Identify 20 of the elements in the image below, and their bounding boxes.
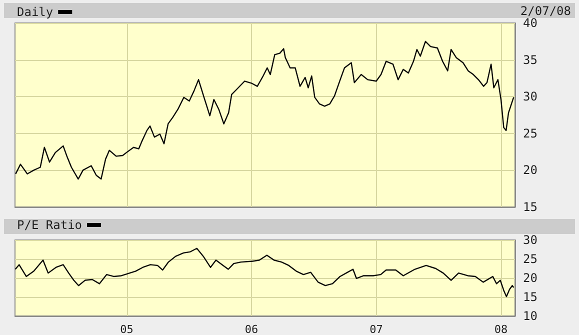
y-tick-label: 30 xyxy=(523,233,538,247)
legend-label: P/E Ratio xyxy=(16,218,82,232)
x-tick-label: 08 xyxy=(494,323,508,335)
x-tick-label: 05 xyxy=(120,323,134,335)
x-tick-label: 07 xyxy=(370,323,383,335)
y-tick-label: 10 xyxy=(523,309,538,323)
y-tick-label: 15 xyxy=(523,200,538,214)
line-series xyxy=(14,248,514,298)
y-tick-label: 30 xyxy=(523,90,538,104)
text: 2/07/08 xyxy=(520,4,572,18)
y-tick-label: 25 xyxy=(523,126,538,140)
y-tick-label: 35 xyxy=(523,52,538,67)
y-tick-label: 15 xyxy=(523,290,538,304)
y-tick-label: 25 xyxy=(523,252,538,266)
y-tick-label: 20 xyxy=(523,271,538,285)
x-tick-label: 06 xyxy=(244,323,258,335)
y-tick-label: 40 xyxy=(523,16,538,30)
y-tick-label: 20 xyxy=(523,163,538,178)
line-series xyxy=(15,40,514,180)
legend-label: Daily xyxy=(17,5,54,19)
